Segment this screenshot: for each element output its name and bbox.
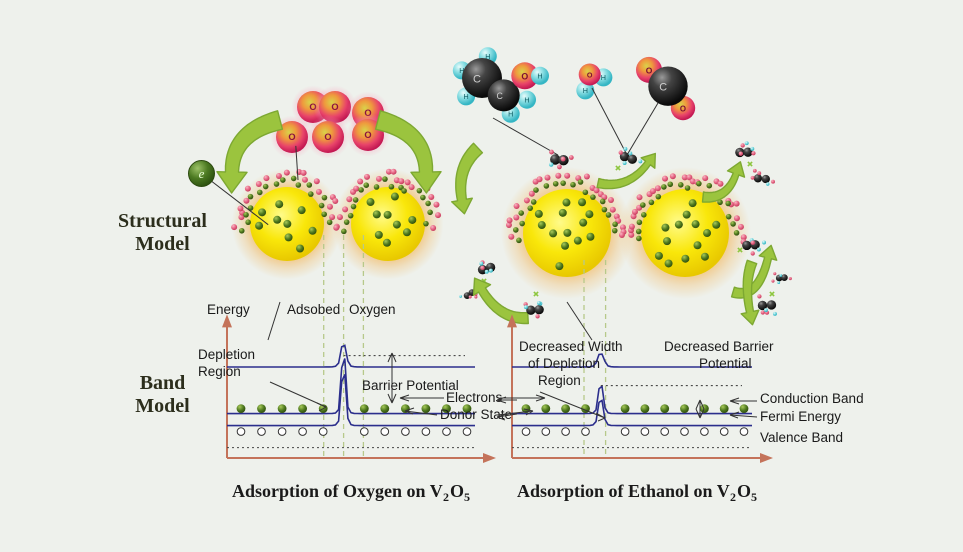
svg-text:Adsorption of Oxygen on V: Adsorption of Oxygen on V (232, 481, 443, 501)
svg-text:2: 2 (443, 490, 449, 504)
svg-text:H: H (508, 110, 513, 119)
svg-text:Electrons: Electrons (446, 390, 503, 405)
svg-text:H: H (601, 73, 606, 82)
svg-text:Fermi Energy: Fermi Energy (760, 409, 841, 424)
svg-text:Depletion: Depletion (198, 347, 255, 362)
svg-text:e: e (199, 166, 205, 181)
svg-text:O: O (737, 481, 751, 501)
svg-text:O: O (646, 66, 653, 76)
svg-text:Valence Band: Valence Band (760, 430, 843, 445)
svg-text:5: 5 (751, 490, 757, 504)
svg-text:O: O (288, 132, 295, 142)
svg-text:H: H (583, 86, 588, 95)
svg-text:O: O (331, 102, 338, 112)
svg-text:O: O (364, 130, 371, 140)
svg-text:Adsobed: Adsobed (287, 302, 340, 317)
svg-text:O: O (324, 132, 331, 142)
svg-text:C: C (659, 82, 667, 94)
svg-text:H: H (463, 92, 468, 101)
svg-text:Barrier Potential: Barrier Potential (362, 378, 459, 393)
svg-text:5: 5 (464, 490, 470, 504)
svg-text:Region: Region (538, 373, 581, 388)
svg-text:O: O (587, 71, 593, 80)
svg-text:Decreased Barrier: Decreased Barrier (664, 339, 774, 354)
svg-text:C: C (473, 73, 481, 85)
svg-text:O: O (450, 481, 464, 501)
svg-text:Potential: Potential (699, 356, 752, 371)
svg-text:Adsorption of Ethanol on V: Adsorption of Ethanol on V (517, 481, 730, 501)
svg-text:H: H (524, 95, 529, 104)
svg-text:C: C (497, 91, 504, 101)
svg-text:of Depletion: of Depletion (528, 356, 600, 371)
svg-text:Conduction Band: Conduction Band (760, 391, 864, 406)
svg-text:Energy: Energy (207, 302, 250, 317)
svg-text:2: 2 (730, 490, 736, 504)
svg-text:H: H (537, 72, 542, 81)
svg-text:O: O (680, 104, 686, 113)
svg-text:O: O (521, 72, 528, 82)
svg-text:Oxygen: Oxygen (349, 302, 396, 317)
svg-text:Decreased Width: Decreased Width (519, 339, 623, 354)
